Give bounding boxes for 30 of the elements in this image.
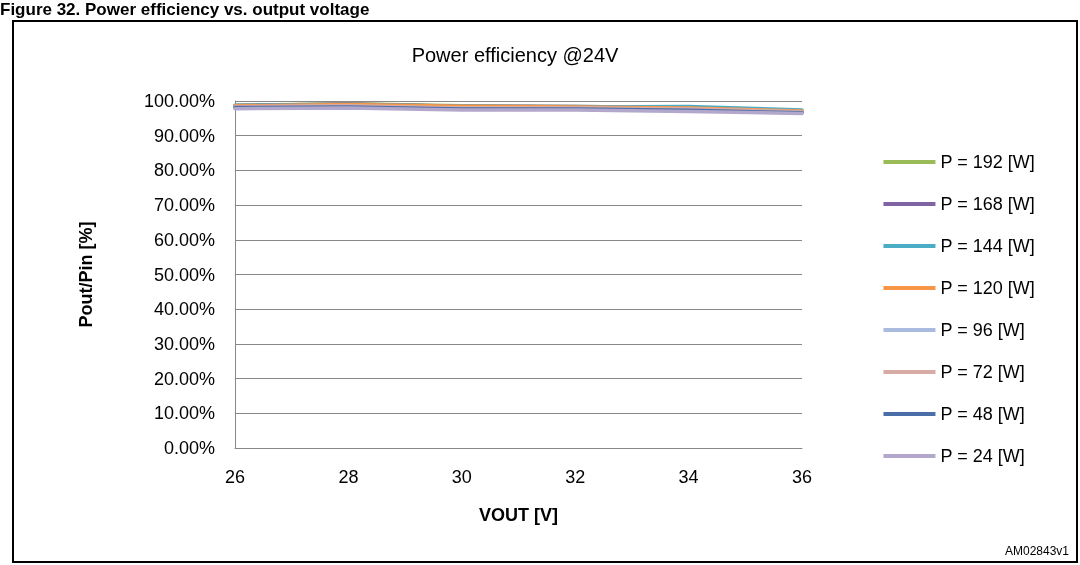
y-tick-label: 0.00% [163, 438, 215, 458]
y-tick-label: 70.00% [153, 195, 215, 216]
legend-label: P = 96 [W] [940, 320, 1025, 340]
legend-label: P = 72 [W] [940, 362, 1025, 382]
x-axis-title: VOUT [V] [479, 505, 558, 525]
y-tick-label: 80.00% [153, 160, 215, 181]
x-tick-label: 28 [338, 467, 359, 487]
y-tick-label: 10.00% [153, 403, 215, 424]
legend-label: P = 48 [W] [940, 404, 1025, 424]
x-tick-label: 32 [565, 467, 586, 487]
x-tick-label: 34 [678, 467, 699, 487]
caption: Figure 32. Power efficiency vs. output voltage [0, 0, 370, 20]
x-tick-label: 30 [451, 467, 472, 487]
legend-label: P = 168 [W] [940, 194, 1035, 214]
y-tick-label: 90.00% [153, 125, 215, 146]
legend-label: P = 144 [W] [940, 236, 1035, 256]
x-tick-label: 26 [224, 467, 246, 487]
y-tick-label: 20.00% [153, 368, 215, 389]
y-tick-label: 50.00% [153, 264, 215, 285]
y-tick-label: 60.00% [153, 229, 215, 250]
y-tick-label: 40.00% [153, 299, 215, 320]
text: AM02843v1 [1005, 544, 1070, 558]
y-tick-label: 100.00% [143, 91, 215, 111]
chart-title: Power efficiency @24V [411, 44, 620, 66]
y-axis-title: Pout/Pin [%] [76, 221, 96, 328]
y-tick-label: 30.00% [153, 333, 215, 354]
legend-label: P = 24 [W] [940, 446, 1025, 466]
legend-label: P = 120 [W] [940, 278, 1035, 298]
x-tick-label: 36 [791, 467, 813, 487]
legend-label: P = 192 [W] [940, 152, 1035, 172]
